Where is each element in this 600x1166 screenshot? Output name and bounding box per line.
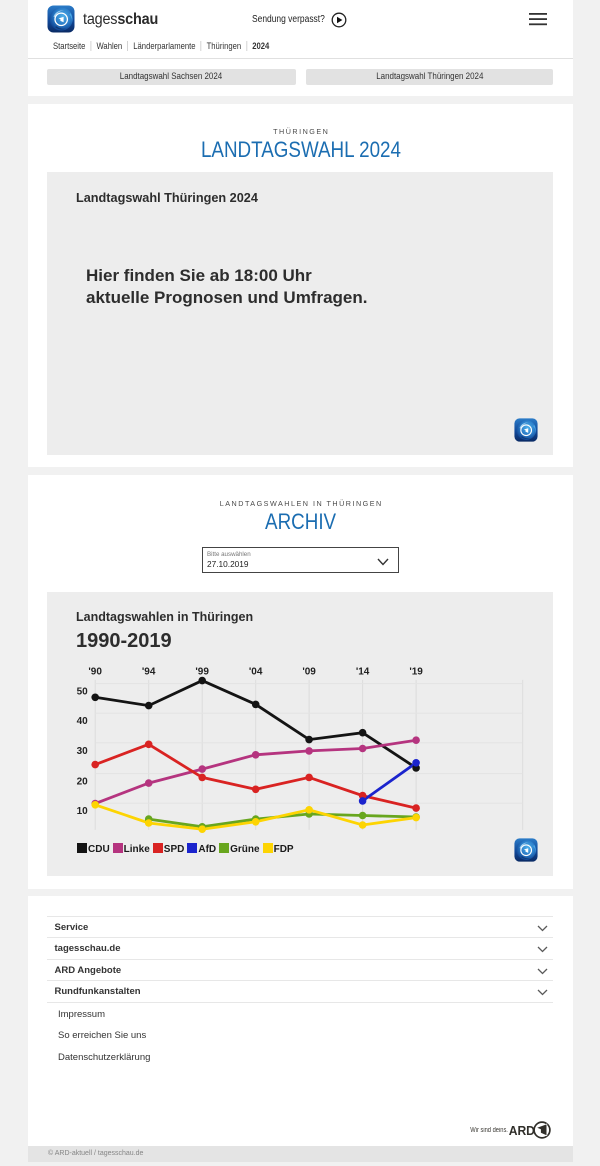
- svg-text:'04: '04: [249, 666, 263, 677]
- svg-text:'94: '94: [142, 666, 156, 677]
- svg-text:'90: '90: [88, 666, 102, 677]
- svg-text:'99: '99: [195, 666, 209, 677]
- svg-text:'14: '14: [356, 666, 370, 677]
- svg-text:'09: '09: [302, 666, 316, 677]
- svg-text:30: 30: [77, 746, 89, 757]
- svg-text:20: 20: [77, 777, 89, 788]
- svg-text:50: 50: [77, 687, 89, 698]
- svg-text:40: 40: [77, 716, 89, 727]
- svg-text:10: 10: [77, 806, 89, 817]
- svg-text:'19: '19: [409, 666, 423, 677]
